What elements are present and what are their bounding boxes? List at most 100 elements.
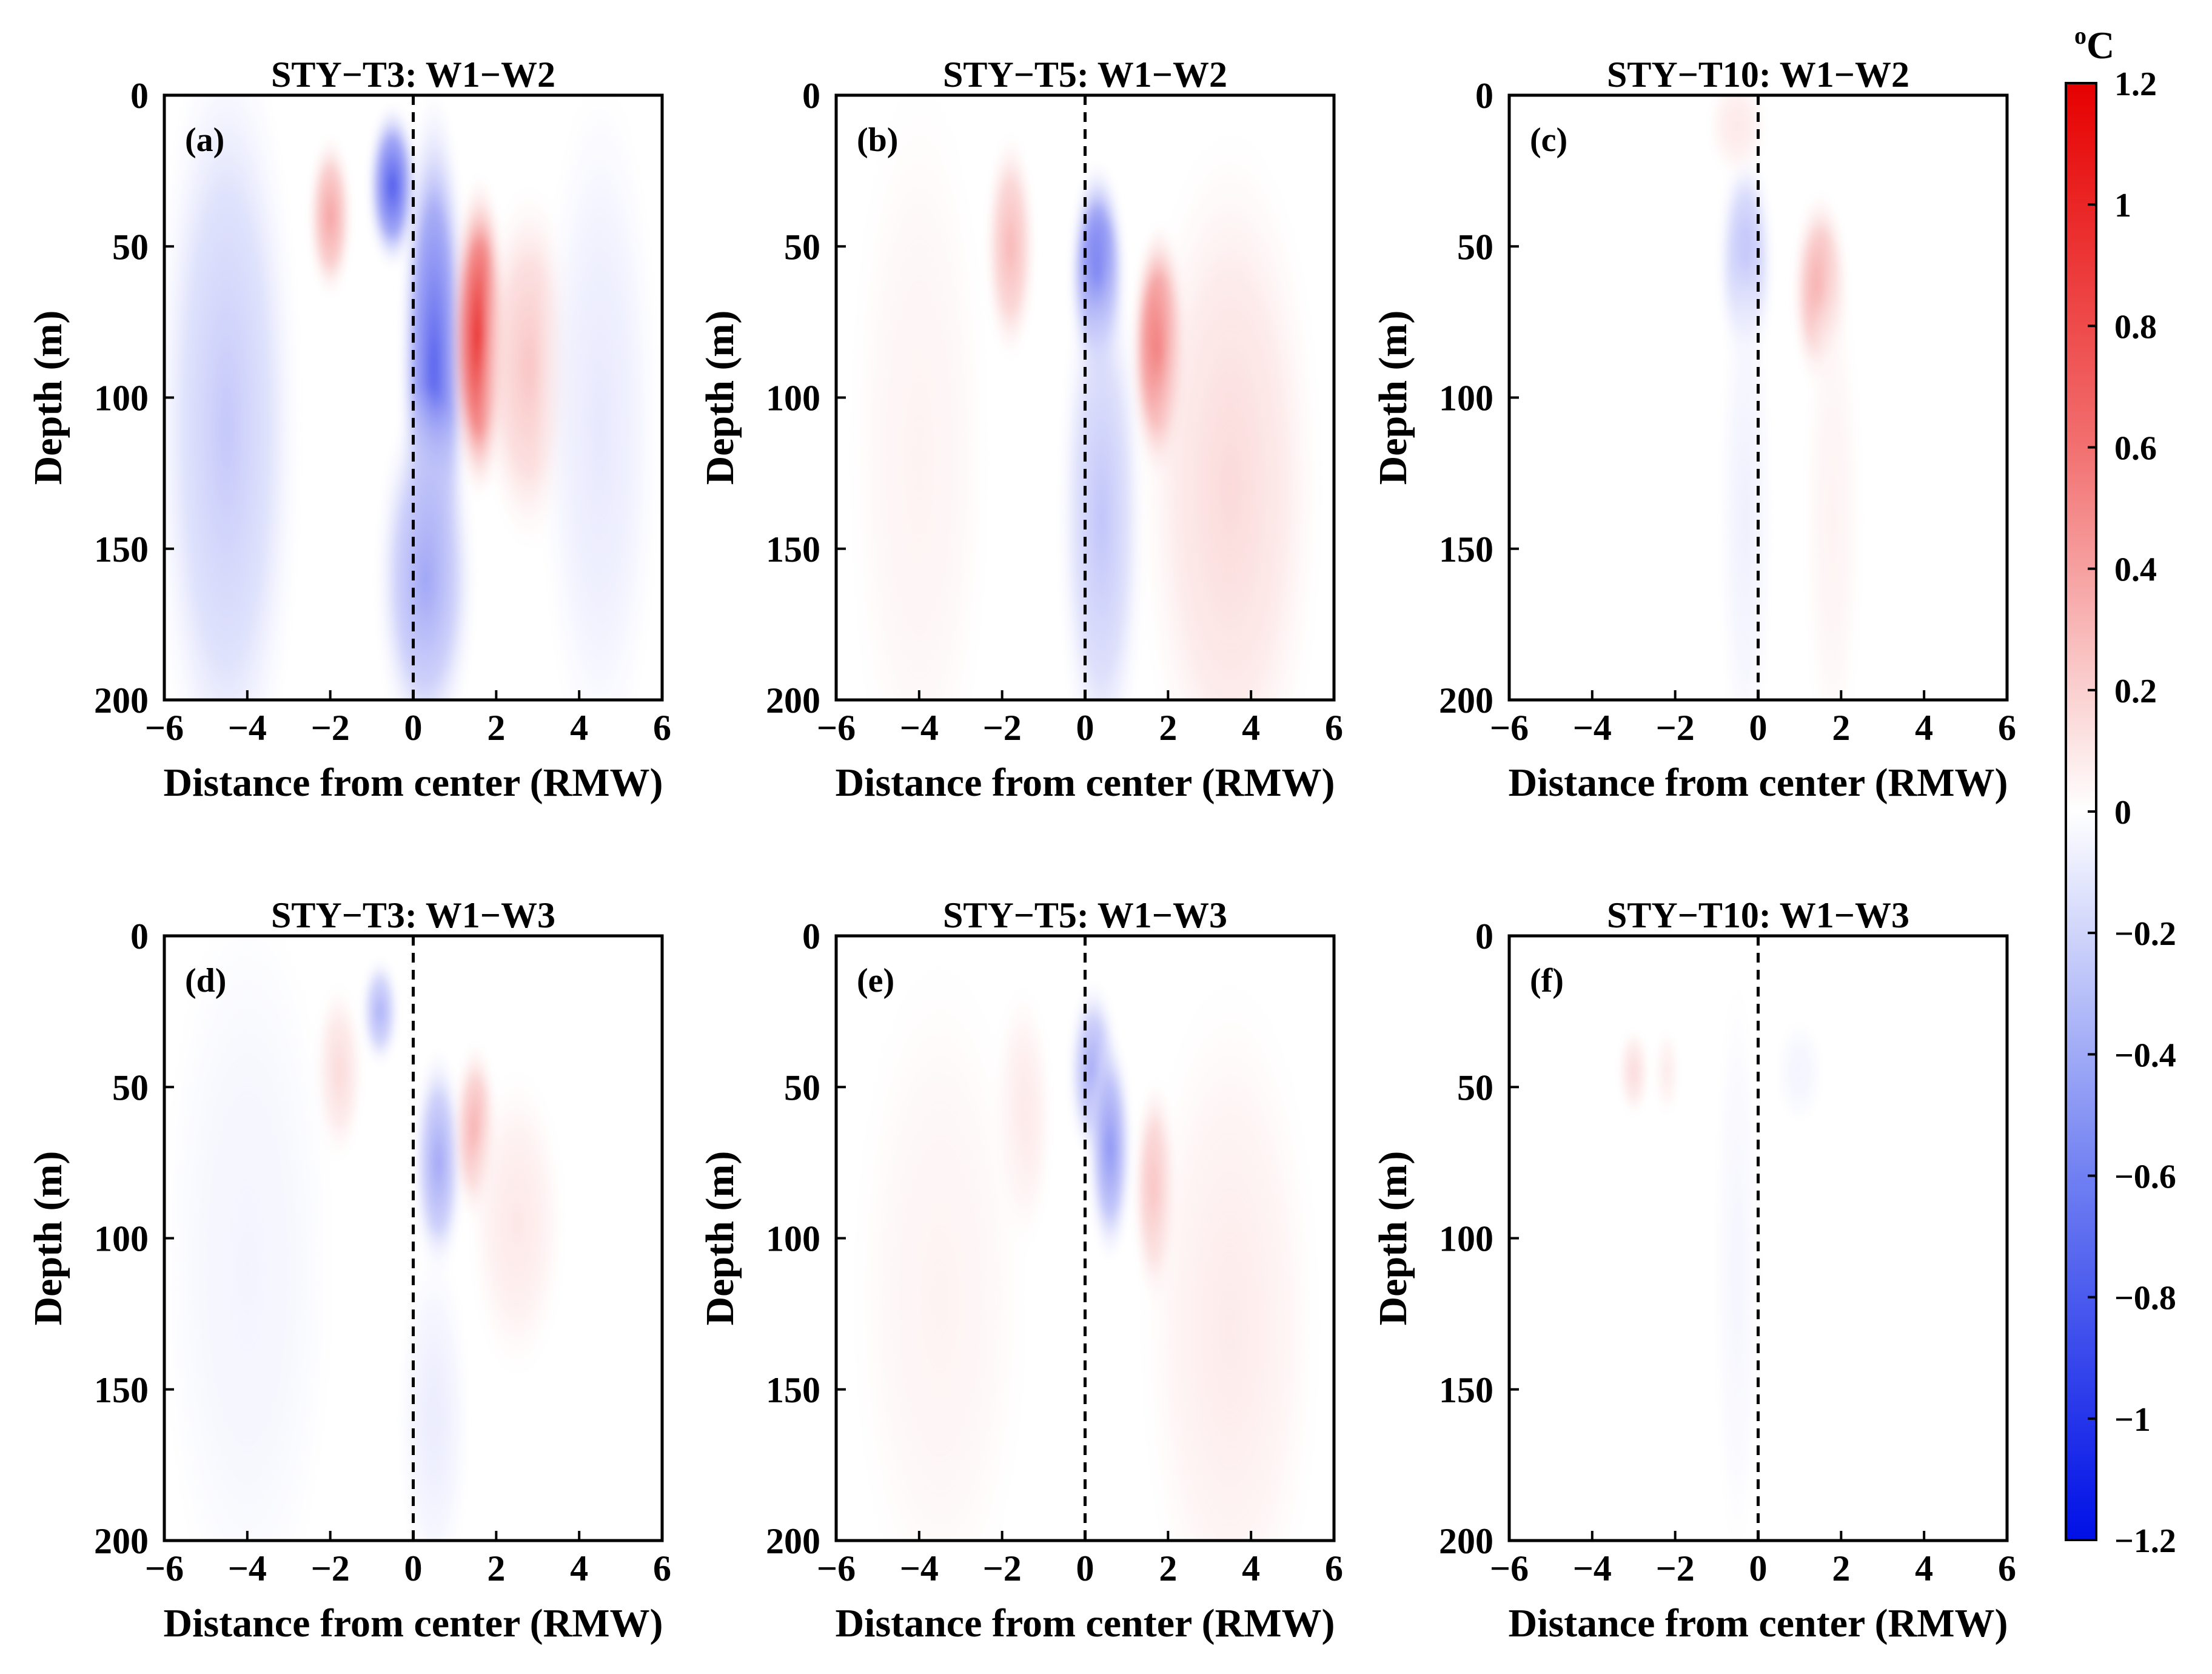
heatmap-blob — [533, 95, 662, 700]
panel-label: (b) — [857, 121, 898, 159]
x-tick-label: 4 — [1915, 708, 1933, 748]
x-tick-label: −2 — [1656, 708, 1695, 748]
colorbar-unit-letter: C — [2086, 24, 2114, 67]
heatmap-blob — [839, 95, 999, 700]
x-tick-label: −4 — [228, 708, 267, 748]
x-tick-label: 6 — [1998, 708, 2016, 748]
y-tick-label: 150 — [1439, 529, 1493, 570]
heatmap-blob — [164, 95, 306, 700]
x-tick-label: 2 — [1832, 708, 1850, 748]
y-tick-label: 0 — [130, 76, 149, 116]
colorbar: 1.2 1 0.8 0.6 0.4 0.2 0 −0.2 −0.4 −0.6 −0.8 −1 −1.2 o… — [2065, 22, 2176, 1560]
y-axis-label: Depth (m) — [698, 311, 742, 485]
y-tick-label: 200 — [94, 681, 149, 721]
y-tick-label: 200 — [94, 1521, 149, 1561]
x-tick-label: 6 — [653, 708, 671, 748]
colorbar-unit-degree: o — [2074, 22, 2086, 49]
panel-f: −6 −4 −2 0 2 4 6 0 50 100 150 200 STY−T10: W1−W3 (f) D… — [1371, 895, 2016, 1645]
x-tick-label: 2 — [1159, 1548, 1177, 1588]
x-tick-label: −4 — [1573, 1548, 1612, 1588]
y-tick-label: 100 — [766, 1219, 820, 1259]
y-tick-label: 50 — [112, 227, 149, 267]
y-axis-label: Depth (m) — [1371, 311, 1415, 485]
x-tick-label: 4 — [1242, 708, 1260, 748]
x-axis-label: Distance from center (RMW) — [163, 1601, 663, 1645]
x-axis-label: Distance from center (RMW) — [1508, 1601, 2008, 1645]
x-tick-label: −2 — [1656, 1548, 1695, 1588]
colorbar-tick-label: −0.2 — [2114, 915, 2176, 953]
panel-title: STY−T5: W1−W2 — [943, 55, 1227, 95]
heatmap-blob — [984, 125, 1037, 368]
y-tick-label: 50 — [1457, 227, 1493, 267]
colorbar-tick-label: 0.4 — [2114, 551, 2157, 589]
panel-d: −6 −4 −2 0 2 4 6 0 50 100 150 200 STY−T3: W1−W3 (d) Di… — [26, 895, 671, 1645]
y-tick-label: 150 — [766, 1370, 820, 1410]
y-tick-label: 0 — [1475, 916, 1493, 956]
x-tick-label: −6 — [817, 1548, 856, 1588]
colorbar-unit: oC — [2074, 22, 2114, 67]
x-tick-label: 6 — [1325, 1548, 1343, 1588]
colorbar-tick-label: 1.2 — [2114, 66, 2157, 103]
x-tick-label: 4 — [1915, 1548, 1933, 1588]
y-axis-label: Depth (m) — [26, 1151, 70, 1326]
x-tick-label: 0 — [1749, 708, 1768, 748]
colorbar-tick-label: 0.2 — [2114, 673, 2157, 710]
panel-title: STY−T10: W1−W2 — [1607, 55, 1909, 95]
panel-a: −6 −4 −2 0 2 4 6 0 50 100 150 200 STY−T3: W1−W2 (a) Di… — [26, 55, 671, 805]
heatmap-blob — [1087, 1026, 1133, 1269]
y-tick-label: 0 — [802, 76, 820, 116]
heatmap-field — [839, 95, 1330, 700]
y-axis-label: Depth (m) — [1371, 1151, 1415, 1326]
y-tick-label: 100 — [94, 378, 149, 419]
panel-label: (f) — [1530, 962, 1564, 1000]
panel-label: (c) — [1530, 121, 1567, 159]
x-tick-label: −2 — [311, 1548, 350, 1588]
y-tick-label: 150 — [766, 529, 820, 570]
x-tick-label: 0 — [1749, 1548, 1768, 1588]
x-tick-label: 6 — [1325, 708, 1343, 748]
colorbar-tick-label: −0.6 — [2114, 1158, 2176, 1196]
y-tick-label: 50 — [112, 1067, 149, 1108]
x-tick-label: 2 — [487, 1548, 505, 1588]
x-tick-label: 2 — [487, 708, 505, 748]
colorbar-tick-label: 1 — [2114, 187, 2131, 224]
heatmap-field — [164, 936, 571, 1541]
x-axis-label: Distance from center (RMW) — [835, 761, 1335, 805]
y-tick-label: 100 — [1439, 378, 1493, 419]
heatmap-blob — [1799, 228, 1866, 700]
x-tick-label: −4 — [1573, 708, 1612, 748]
x-tick-label: 2 — [1159, 708, 1177, 748]
y-tick-label: 200 — [1439, 1521, 1493, 1561]
colorbar-tick-label: 0.6 — [2114, 430, 2157, 468]
x-tick-label: −6 — [817, 708, 856, 748]
heatmap-blob — [1617, 1023, 1651, 1121]
panel-c: −6 −4 −2 0 2 4 6 0 50 100 150 200 STY−T10: W1−W2 (c) D… — [1371, 55, 2016, 805]
y-tick-label: 50 — [784, 1067, 820, 1108]
colorbar-tick-label: −1.2 — [2114, 1522, 2176, 1560]
heatmap-blob — [1773, 1013, 1826, 1131]
colorbar-tick-label: −1 — [2114, 1401, 2151, 1439]
x-tick-label: −6 — [145, 708, 184, 748]
x-tick-label: −2 — [983, 708, 1022, 748]
y-tick-label: 100 — [1439, 1219, 1493, 1259]
y-tick-label: 150 — [94, 1370, 149, 1410]
y-tick-label: 50 — [784, 227, 820, 267]
heatmap-blob — [1654, 1023, 1680, 1121]
x-tick-label: −4 — [900, 1548, 939, 1588]
x-tick-label: 2 — [1832, 1548, 1850, 1588]
y-tick-label: 0 — [130, 916, 149, 956]
y-tick-label: 150 — [94, 529, 149, 570]
y-tick-label: 100 — [94, 1219, 149, 1259]
heatmap-blob — [372, 385, 479, 700]
x-axis-label: Distance from center (RMW) — [1508, 761, 2008, 805]
heatmap-field — [164, 95, 662, 700]
heatmap-field — [1617, 936, 1826, 1541]
heatmap-blob — [394, 1226, 474, 1541]
x-tick-label: −2 — [311, 708, 350, 748]
x-axis-label: Distance from center (RMW) — [163, 761, 663, 805]
panel-title: STY−T3: W1−W2 — [271, 55, 555, 95]
x-tick-label: 6 — [1998, 1548, 2016, 1588]
heatmap-blob — [360, 953, 400, 1070]
